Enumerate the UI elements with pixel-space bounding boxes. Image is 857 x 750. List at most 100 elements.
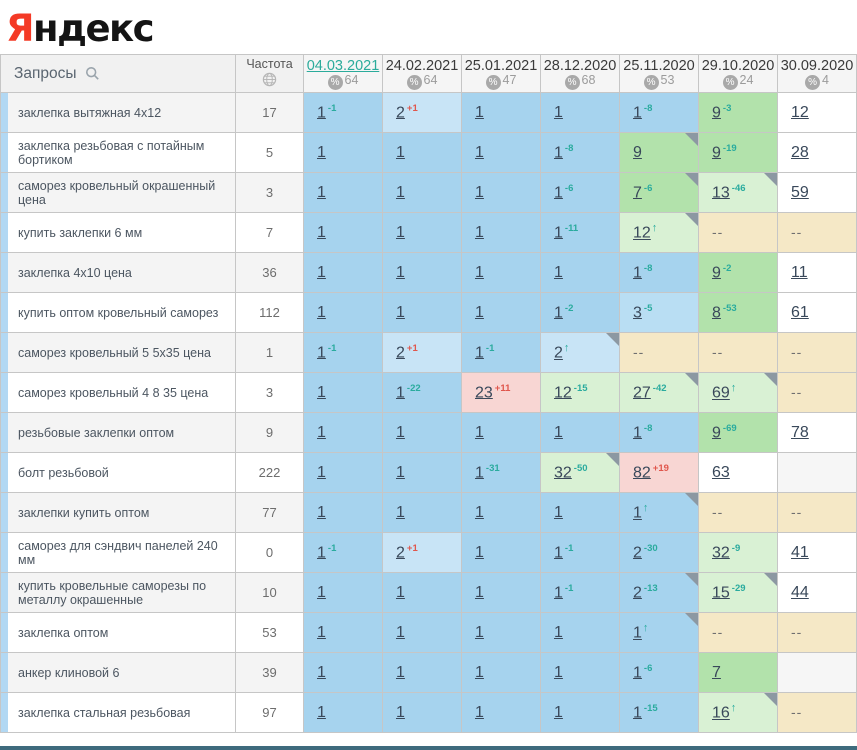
position-link[interactable]: 1 [317, 623, 326, 641]
query-cell[interactable]: купить оптом кровельный саморез [0, 292, 236, 333]
position-link[interactable]: 1 [396, 384, 405, 402]
position-link[interactable]: 1 [396, 463, 405, 481]
position-link[interactable]: 1 [475, 303, 484, 321]
position-link[interactable]: 1 [475, 583, 484, 601]
note-corner-marker-icon[interactable] [764, 173, 777, 186]
position-link[interactable]: 11 [791, 263, 808, 281]
position-link[interactable]: 78 [791, 423, 809, 441]
position-link[interactable]: 1 [317, 143, 326, 161]
position-link[interactable]: 28 [791, 143, 809, 161]
position-link[interactable]: 9 [712, 424, 721, 442]
query-cell[interactable]: болт резьбовой [0, 452, 236, 493]
position-link[interactable]: 1 [475, 663, 484, 681]
position-link[interactable]: 1 [633, 424, 642, 442]
position-link[interactable]: 9 [712, 104, 721, 122]
query-cell[interactable]: саморез кровельный 4 8 35 цена [0, 372, 236, 413]
query-cell[interactable]: анкер клиновой 6 [0, 652, 236, 693]
position-link[interactable]: 59 [791, 183, 809, 201]
position-link[interactable]: 32 [712, 544, 730, 562]
position-link[interactable]: 1 [396, 183, 405, 201]
position-link[interactable]: 7 [633, 184, 642, 202]
position-link[interactable]: 1 [633, 664, 642, 682]
position-link[interactable]: 1 [554, 103, 563, 121]
position-link[interactable]: 1 [475, 143, 484, 161]
position-link[interactable]: 44 [791, 583, 809, 601]
position-link[interactable]: 1 [554, 224, 563, 242]
position-link[interactable]: 1 [317, 544, 326, 562]
query-cell[interactable]: заклепка стальная резьбовая [0, 692, 236, 733]
position-link[interactable]: 1 [396, 503, 405, 521]
position-link[interactable]: 1 [317, 503, 326, 521]
position-link[interactable]: 1 [554, 304, 563, 322]
position-link[interactable]: 1 [396, 423, 405, 441]
query-cell[interactable]: заклепка резьбовая с потайным бортиком [0, 132, 236, 173]
position-link[interactable]: 16 [712, 704, 730, 722]
position-link[interactable]: 1 [317, 703, 326, 721]
position-link[interactable]: 1 [475, 503, 484, 521]
position-link[interactable]: 1 [633, 264, 642, 282]
position-link[interactable]: 1 [554, 584, 563, 602]
note-corner-marker-icon[interactable] [606, 453, 619, 466]
position-link[interactable]: 1 [475, 263, 484, 281]
position-link[interactable]: 82 [633, 464, 651, 482]
query-cell[interactable]: заклепка вытяжная 4х12 [0, 92, 236, 133]
position-link[interactable]: 1 [396, 263, 405, 281]
note-corner-marker-icon[interactable] [685, 373, 698, 386]
position-link[interactable]: 2 [396, 344, 405, 362]
position-link[interactable]: 1 [554, 703, 563, 721]
position-link[interactable]: 12 [791, 103, 809, 121]
position-link[interactable]: 32 [554, 464, 572, 482]
note-corner-marker-icon[interactable] [764, 573, 777, 586]
query-cell[interactable]: саморез кровельный окрашенный цена [0, 172, 236, 213]
position-link[interactable]: 1 [554, 503, 563, 521]
note-corner-marker-icon[interactable] [764, 373, 777, 386]
position-link[interactable]: 13 [712, 184, 730, 202]
date-link[interactable]: 04.03.2021 [306, 57, 380, 74]
position-link[interactable]: 1 [317, 583, 326, 601]
position-link[interactable]: 1 [554, 623, 563, 641]
query-cell[interactable]: заклепка 4х10 цена [0, 252, 236, 293]
note-corner-marker-icon[interactable] [685, 133, 698, 146]
position-link[interactable]: 23 [475, 384, 493, 402]
position-link[interactable]: 63 [712, 463, 730, 481]
position-link[interactable]: 1 [396, 703, 405, 721]
position-link[interactable]: 9 [633, 143, 642, 161]
position-link[interactable]: 1 [317, 663, 326, 681]
position-link[interactable]: 1 [554, 663, 563, 681]
position-link[interactable]: 1 [317, 104, 326, 122]
query-cell[interactable]: купить заклепки 6 мм [0, 212, 236, 253]
position-link[interactable]: 1 [317, 303, 326, 321]
query-cell[interactable]: заклепка оптом [0, 612, 236, 653]
position-link[interactable]: 1 [317, 383, 326, 401]
position-link[interactable]: 12 [554, 384, 572, 402]
position-link[interactable]: 1 [475, 623, 484, 641]
position-link[interactable]: 9 [712, 264, 721, 282]
position-link[interactable]: 1 [396, 303, 405, 321]
date-link[interactable]: 28.12.2020 [543, 57, 617, 74]
position-link[interactable]: 1 [475, 103, 484, 121]
position-link[interactable]: 1 [396, 583, 405, 601]
position-link[interactable]: 1 [475, 344, 484, 362]
position-link[interactable]: 1 [396, 223, 405, 241]
position-link[interactable]: 9 [712, 144, 721, 162]
position-link[interactable]: 41 [791, 543, 809, 561]
query-cell[interactable]: саморез кровельный 5 5х35 цена [0, 332, 236, 373]
position-link[interactable]: 1 [554, 544, 563, 562]
date-link[interactable]: 24.02.2021 [385, 57, 459, 74]
globe-icon[interactable] [262, 72, 277, 87]
search-icon[interactable] [85, 66, 100, 81]
note-corner-marker-icon[interactable] [606, 333, 619, 346]
position-link[interactable]: 2 [633, 544, 642, 562]
position-link[interactable]: 1 [475, 464, 484, 482]
position-link[interactable]: 1 [475, 223, 484, 241]
position-link[interactable]: 1 [317, 263, 326, 281]
position-link[interactable]: 1 [396, 663, 405, 681]
position-link[interactable]: 1 [317, 344, 326, 362]
position-link[interactable]: 2 [396, 544, 405, 562]
position-link[interactable]: 1 [633, 704, 642, 722]
date-link[interactable]: 29.10.2020 [701, 57, 775, 74]
position-link[interactable]: 27 [633, 384, 651, 402]
query-cell[interactable]: саморез для сэндвич панелей 240 мм [0, 532, 236, 573]
position-link[interactable]: 1 [554, 184, 563, 202]
position-link[interactable]: 1 [475, 183, 484, 201]
